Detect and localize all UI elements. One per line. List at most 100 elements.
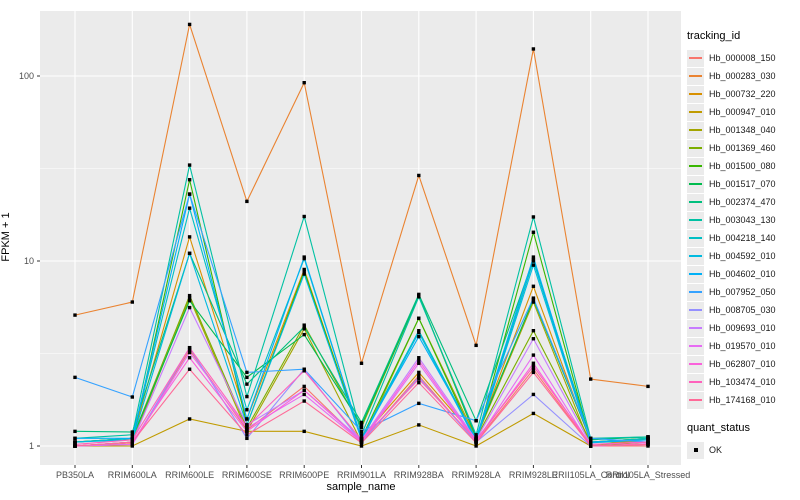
panel-background bbox=[40, 11, 681, 465]
legend-key bbox=[687, 319, 704, 337]
legend-entry: Hb_008705_030 bbox=[687, 301, 799, 319]
data-point bbox=[531, 337, 536, 341]
legend-key bbox=[687, 157, 704, 175]
data-point bbox=[531, 328, 536, 333]
line-swatch-icon bbox=[689, 147, 702, 149]
x-tick-label: RRII105LA_Control bbox=[552, 470, 630, 480]
data-point bbox=[646, 440, 650, 444]
legend-label: Hb_174168_010 bbox=[709, 395, 776, 405]
data-point bbox=[531, 300, 536, 304]
data-point bbox=[531, 263, 536, 267]
legend-label: Hb_004602_010 bbox=[709, 269, 776, 279]
data-point bbox=[245, 382, 249, 386]
data-point bbox=[187, 178, 192, 182]
x-tick-label: RRIM901LA bbox=[337, 470, 386, 480]
line-swatch-icon bbox=[689, 291, 702, 293]
data-point bbox=[187, 235, 192, 239]
line-swatch-icon bbox=[689, 327, 702, 329]
x-tick-label: PB350LA bbox=[56, 470, 94, 480]
legend-entry: Hb_001500_080 bbox=[687, 157, 799, 175]
legend-entry: Hb_062807_010 bbox=[687, 355, 799, 373]
data-point bbox=[417, 377, 421, 381]
legend-entry: Hb_000008_150 bbox=[687, 49, 799, 67]
data-point bbox=[589, 440, 593, 444]
legend-key bbox=[687, 229, 704, 247]
data-point bbox=[646, 384, 650, 389]
line-swatch-icon bbox=[689, 165, 702, 167]
legend-label: Hb_000947_010 bbox=[709, 107, 776, 117]
data-point bbox=[417, 328, 421, 333]
legend-label: Hb_000732_220 bbox=[709, 89, 776, 99]
legend-entry: Hb_009693_010 bbox=[687, 319, 799, 337]
data-point bbox=[417, 380, 421, 385]
data-point bbox=[187, 251, 192, 256]
legend-key bbox=[687, 247, 704, 265]
data-point bbox=[130, 430, 134, 434]
data-point bbox=[531, 367, 536, 371]
x-axis-title: sample_name bbox=[326, 481, 396, 493]
line-swatch-icon bbox=[689, 57, 702, 59]
legend-key bbox=[687, 391, 704, 409]
legend-key bbox=[687, 373, 704, 391]
legend-key bbox=[687, 139, 704, 157]
data-point bbox=[531, 361, 536, 365]
legend-entry: Hb_003043_130 bbox=[687, 211, 799, 229]
data-point bbox=[646, 438, 650, 442]
data-point bbox=[130, 438, 134, 442]
legend-label: Hb_004592_010 bbox=[709, 251, 776, 261]
data-point bbox=[187, 305, 192, 310]
data-point bbox=[417, 173, 421, 178]
line-swatch-icon bbox=[689, 363, 702, 365]
legend-label: Hb_000008_150 bbox=[709, 53, 776, 63]
data-point bbox=[531, 284, 536, 288]
data-point bbox=[187, 417, 192, 421]
data-point bbox=[130, 395, 134, 399]
data-point bbox=[417, 316, 421, 321]
data-point bbox=[302, 272, 306, 276]
data-point bbox=[531, 370, 536, 375]
legend-key bbox=[687, 283, 704, 301]
legend: tracking_id Hb_000008_150 Hb_000283_030 Hb… bbox=[687, 30, 799, 459]
data-point bbox=[187, 348, 192, 352]
data-point bbox=[589, 444, 593, 448]
data-point bbox=[531, 47, 536, 51]
y-axis-title: FPKM + 1 bbox=[0, 212, 12, 262]
legend-entry: Hb_000732_220 bbox=[687, 85, 799, 103]
data-point bbox=[187, 299, 192, 303]
data-point bbox=[302, 392, 306, 397]
data-point bbox=[130, 300, 134, 304]
legend-label: Hb_003043_130 bbox=[709, 215, 776, 225]
legend-key bbox=[687, 301, 704, 319]
data-point bbox=[417, 334, 421, 339]
data-point bbox=[130, 433, 134, 437]
legend-key bbox=[687, 67, 704, 85]
legend-label: Hb_001517_070 bbox=[709, 179, 776, 189]
data-point bbox=[474, 438, 478, 442]
line-swatch-icon bbox=[689, 309, 702, 311]
legend-title-quant-status: quant_status bbox=[687, 422, 750, 434]
data-point bbox=[302, 80, 306, 85]
square-point-icon bbox=[693, 448, 698, 452]
legend-label: Hb_007952_050 bbox=[709, 287, 776, 297]
legend-entry: Hb_004218_140 bbox=[687, 229, 799, 247]
data-point bbox=[245, 199, 249, 204]
data-point bbox=[359, 425, 364, 430]
data-point bbox=[359, 423, 364, 427]
line-swatch-icon bbox=[689, 399, 702, 401]
legend-key bbox=[687, 211, 704, 229]
data-point bbox=[187, 206, 192, 210]
data-point bbox=[187, 163, 192, 167]
data-point bbox=[187, 345, 192, 350]
line-swatch-icon bbox=[689, 237, 702, 239]
data-point bbox=[531, 364, 536, 368]
data-point bbox=[187, 350, 192, 355]
data-point bbox=[359, 433, 364, 437]
data-point bbox=[302, 267, 306, 272]
line-swatch-icon bbox=[689, 75, 702, 77]
legend-entry: Hb_174168_010 bbox=[687, 391, 799, 409]
data-point bbox=[417, 356, 421, 360]
data-point bbox=[417, 361, 421, 365]
legend-key bbox=[687, 103, 704, 121]
legend-key bbox=[687, 121, 704, 139]
